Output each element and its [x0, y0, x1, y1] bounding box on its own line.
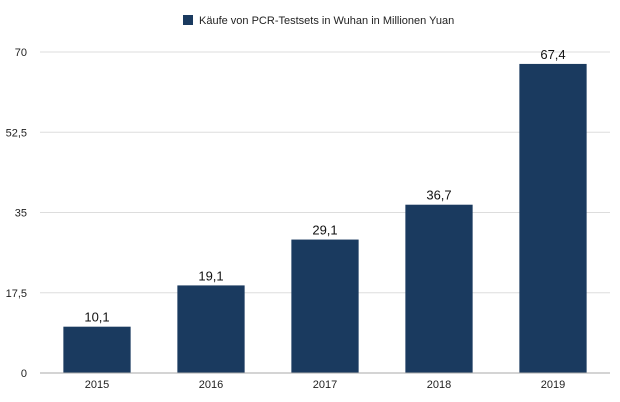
bar-2018 [405, 204, 473, 373]
bars [63, 63, 587, 374]
x-tick-label-2015: 2015 [85, 379, 109, 391]
bar-2017 [291, 239, 359, 373]
data-label-2016: 19,1 [198, 268, 223, 283]
y-tick-label: 17,5 [6, 288, 27, 300]
legend-label: Käufe von PCR-Testsets in Wuhan in Milli… [199, 15, 454, 27]
data-labels: 10,1 19,1 29,1 36,7 67,4 [84, 47, 565, 325]
data-label-2018: 36,7 [426, 188, 451, 203]
y-axis-tick-labels: 0 17,5 35 52,5 70 [6, 47, 27, 380]
legend-swatch [183, 15, 193, 25]
x-axis-tick-labels: 2015 2016 2017 2018 2019 [85, 379, 565, 391]
y-tick-label: 52,5 [6, 127, 27, 139]
bar-2019 [519, 63, 587, 374]
x-tick-label-2019: 2019 [541, 379, 565, 391]
y-tick-label: 35 [15, 208, 27, 220]
data-label-2015: 10,1 [84, 310, 109, 325]
data-label-2017: 29,1 [312, 223, 337, 238]
y-tick-label: 0 [21, 368, 27, 380]
x-tick-label-2018: 2018 [427, 379, 451, 391]
bar-2015 [63, 326, 131, 373]
x-tick-label-2017: 2017 [313, 379, 337, 391]
x-tick-label-2016: 2016 [199, 379, 223, 391]
data-label-2019: 67,4 [540, 47, 565, 62]
legend: Käufe von PCR-Testsets in Wuhan in Milli… [183, 15, 454, 27]
y-tick-label: 70 [15, 47, 27, 59]
bar-2016 [177, 285, 245, 373]
